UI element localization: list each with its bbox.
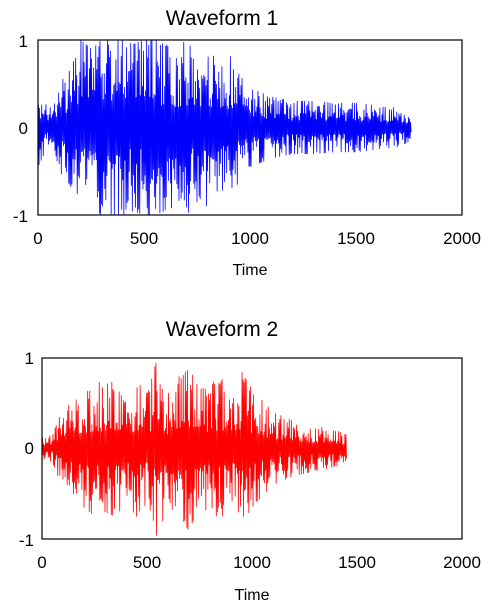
x-tick-label-2-0: 0 bbox=[37, 553, 46, 572]
waveform-1-trace bbox=[37, 39, 412, 216]
y-tick-label-2-bottom: -1 bbox=[19, 531, 34, 550]
x-tick-label-2-500: 500 bbox=[133, 553, 161, 572]
waveform-2-trace bbox=[41, 363, 347, 536]
x-tick-label-1-1000: 1000 bbox=[231, 229, 269, 248]
y-tick-label-1-bottom: -1 bbox=[13, 207, 28, 226]
x-axis-label-2: Time bbox=[235, 587, 270, 604]
x-tick-label-1-1500: 1500 bbox=[337, 229, 375, 248]
chart-title-2: Waveform 2 bbox=[166, 318, 278, 341]
x-tick-label-2-1500: 1500 bbox=[338, 553, 376, 572]
x-tick-label-2-2000: 2000 bbox=[443, 553, 481, 572]
waveform-2-line bbox=[41, 363, 347, 536]
plot-frame-2 bbox=[41, 357, 463, 540]
y-tick-label-1-top: 1 bbox=[19, 32, 28, 51]
y-tick-label-1-mid: 0 bbox=[19, 119, 28, 138]
plot-frame-1 bbox=[37, 39, 463, 216]
y-tick-label-2-top: 1 bbox=[25, 349, 34, 368]
x-tick-label-1-2000: 2000 bbox=[443, 229, 481, 248]
x-tick-label-1-500: 500 bbox=[130, 229, 158, 248]
y-tick-label-2-mid: 0 bbox=[25, 439, 34, 458]
x-tick-label-2-1000: 1000 bbox=[233, 553, 271, 572]
waveform-1-line bbox=[37, 39, 412, 216]
x-tick-label-1-0: 0 bbox=[33, 229, 42, 248]
chart-waveform-1: Waveform 1 1 0 -1 0 500 1000 1500 2000 T… bbox=[13, 7, 481, 279]
chart-title-1: Waveform 1 bbox=[166, 7, 278, 30]
chart-waveform-2: Waveform 2 1 0 -1 0 500 1000 1500 2000 T… bbox=[19, 318, 481, 604]
x-axis-label-1: Time bbox=[233, 262, 268, 279]
